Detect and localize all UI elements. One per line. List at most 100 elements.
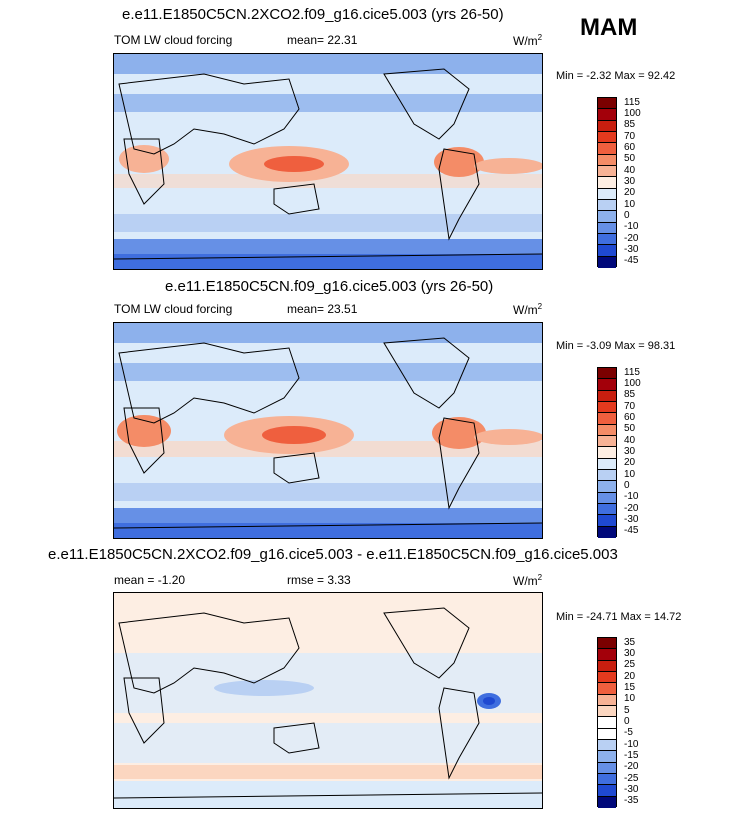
colorbar-tick-label: 10 (624, 693, 636, 705)
colorbar-tick-label: -20 (624, 761, 639, 773)
colorbar-tick-label: 20 (624, 187, 636, 199)
colorbar-tick-label: -15 (624, 750, 639, 761)
panel1-samerica-outline (438, 148, 480, 241)
colorbar-tick-label: -45 (624, 255, 639, 267)
colorbar-tick-label: 35 (624, 636, 636, 648)
panel2-namerica-outline (383, 337, 470, 409)
panel3-title: e.e11.E1850C5CN.2XCO2.f09_g16.cice5.003 … (48, 546, 618, 563)
panel3-namerica-outline (383, 607, 470, 679)
colorbar-tick-label: -10 (624, 738, 639, 750)
panel3-australia-outline (273, 722, 320, 754)
panel1-atlantic-itcz (474, 158, 542, 174)
panel3-map-svg (114, 593, 542, 808)
colorbar-tick-label: 100 (624, 378, 641, 389)
panel2-minmax: Min = -3.09 Max = 98.31 (556, 340, 676, 352)
panel2-title: e.e11.E1850C5CN.f09_g16.cice5.003 (yrs 2… (165, 278, 494, 295)
panel2-amazon-convection (432, 417, 486, 449)
panel1-units: W/m2 (513, 33, 543, 48)
panel2-mean: mean= 23.51 (287, 302, 358, 316)
panel2-atlantic-itcz (474, 429, 542, 445)
colorbar-tick-label: 100 (624, 108, 641, 119)
colorbar-tick-label: 0 (624, 716, 630, 727)
panel3-atlantic-negative-core (483, 697, 495, 705)
colorbar-tick-label: 115 (624, 96, 640, 108)
panel3-antarctica-outline (114, 792, 542, 799)
panel3-eurasia-outline (118, 612, 300, 694)
colorbar-tick-label: 25 (624, 659, 636, 671)
colorbar-tick-label: 20 (624, 670, 636, 682)
panel2-colorbar (597, 367, 617, 538)
colorbar-tick-label: 40 (624, 434, 636, 446)
panel1-itcz-band (114, 174, 542, 188)
panel1-colorbar (597, 97, 617, 268)
colorbar-tick-label: 50 (624, 423, 636, 435)
colorbar-tick-label: 85 (624, 119, 636, 131)
panel1-map (113, 53, 543, 270)
panel2-units: W/m2 (513, 302, 543, 317)
colorbar-tick-label: 50 (624, 153, 636, 165)
colorbar-tick-label: -5 (624, 727, 633, 739)
colorbar-tick-label: -30 (624, 514, 639, 525)
panel3-map (113, 592, 543, 809)
colorbar-tick-label: 60 (624, 412, 636, 423)
colorbar-tick-label: -30 (624, 784, 639, 795)
panel3-colorbar (597, 637, 617, 808)
colorbar-tick-label: -20 (624, 232, 639, 244)
colorbar-tick-label: 115 (624, 366, 640, 378)
panel1-namerica-outline (383, 68, 470, 140)
panel3-samerica-outline (438, 687, 480, 780)
panel2-samerica-outline (438, 417, 480, 510)
colorbar-tick-label: 60 (624, 142, 636, 153)
panel2-nh-storm-band (114, 363, 542, 381)
panel2-australia-outline (273, 452, 320, 484)
colorbar-tick-label: 30 (624, 648, 636, 659)
panel3-units: W/m2 (513, 573, 543, 588)
panel2-map (113, 322, 543, 539)
panel3-tropical-band (114, 653, 542, 713)
panel2-africa-convection (117, 415, 171, 447)
panel3-sh-band (114, 723, 542, 763)
panel2-map-svg (114, 323, 542, 538)
panel1-nh-storm-band (114, 94, 542, 112)
colorbar-tick-label: 10 (624, 198, 636, 210)
panel3-so-warm-band (114, 765, 542, 779)
panel3-antarctic-band (114, 781, 542, 808)
panel1-minmax: Min = -2.32 Max = 92.42 (556, 70, 676, 82)
panel1-antarctica-outline (114, 253, 542, 260)
panel3-africa-outline (123, 677, 165, 744)
panel1-map-svg (114, 54, 542, 269)
panel2-variable: TOM LW cloud forcing (114, 302, 233, 316)
colorbar-tick-label: 20 (624, 457, 636, 469)
panel1-australia-outline (273, 183, 320, 215)
panel1-title: e.e11.E1850C5CN.2XCO2.f09_g16.cice5.003 … (122, 6, 504, 23)
colorbar-tick-label: -10 (624, 221, 639, 233)
colorbar-tick-label: -20 (624, 502, 639, 514)
panel2-arctic-band (114, 323, 542, 343)
panel1-variable: TOM LW cloud forcing (114, 33, 233, 47)
colorbar-tick-label: -10 (624, 491, 639, 503)
panel2-sh-storm-band (114, 483, 542, 501)
panel2-africa-outline (123, 407, 165, 474)
panel1-amazon-convection (434, 147, 484, 177)
colorbar-tick-label: 70 (624, 400, 636, 412)
panel1-sh-storm-band (114, 214, 542, 232)
colorbar-tick-label: 15 (624, 682, 636, 693)
panel2-antarctica-outline (114, 522, 542, 529)
season-label: MAM (580, 14, 638, 41)
panel1-africa-convection (119, 145, 169, 173)
panel1-arctic-band (114, 54, 542, 74)
panel3-pacific-negative (214, 680, 314, 696)
panel2-eurasia-outline (118, 342, 300, 424)
panel3-rmse: rmse = 3.33 (287, 573, 351, 587)
colorbar-tick-label: -45 (624, 525, 639, 537)
panel1-mean: mean= 22.31 (287, 33, 358, 47)
panel3-mean: mean = -1.20 (114, 573, 186, 587)
colorbar-tick-label: 0 (624, 210, 630, 221)
colorbar-tick-label: 70 (624, 130, 636, 142)
panel1-africa-outline (123, 138, 165, 205)
colorbar-tick-label: 40 (624, 164, 636, 176)
colorbar-tick-label: 0 (624, 480, 630, 491)
colorbar-tick-label: 85 (624, 389, 636, 401)
colorbar-tick-label: -30 (624, 244, 639, 255)
colorbar-tick-label: -25 (624, 772, 639, 784)
